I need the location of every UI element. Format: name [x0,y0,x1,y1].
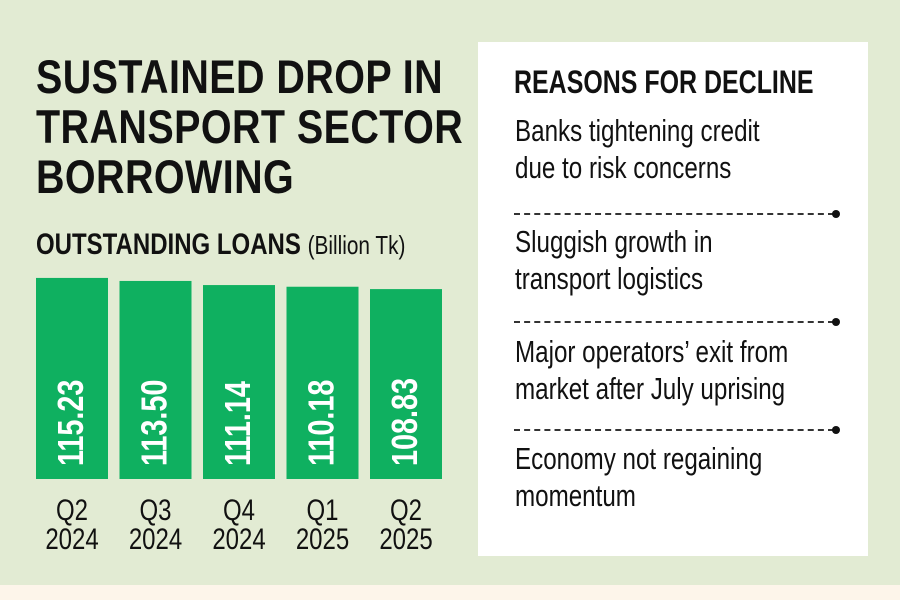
x-tick-label: Q4 [223,492,255,526]
bar [203,285,275,479]
bar-value-label: 108.83 [384,378,425,466]
divider-dot [832,426,840,434]
reason-line: Banks tightening credit [515,113,760,148]
reason-item: Economy not regaining momentum [515,440,762,514]
infographic-title: SUSTAINED DROP IN TRANSPORT SECTOR BORRO… [36,52,545,202]
reason-item: Major operators’ exit from market after J… [515,333,788,407]
dashed-divider [514,426,840,434]
x-tick-label: Q3 [139,492,171,526]
divider-dot [832,318,840,326]
reason-item: Sluggish growth in transport logistics [515,223,713,297]
reason-line: market after July uprising [515,371,786,406]
x-tick-label: Q1 [306,492,338,526]
reasons-panel: REASONS FOR DECLINE Banks tightening cre… [478,42,868,556]
dashed-divider [514,210,840,218]
x-tick-label: 2024 [129,521,182,555]
reason-line: momentum [515,478,636,513]
bar [119,280,192,479]
reason-line: due to risk concerns [515,150,732,185]
reason-line: Major operators’ exit from [515,334,789,369]
reasons-heading: REASONS FOR DECLINE [514,64,814,100]
title-line: SUSTAINED DROP IN [36,50,444,103]
reason-line: transport logistics [515,261,704,296]
bar-chart: 115.23Q22024113.50Q32024111.14Q42024110.… [36,277,442,556]
bar [36,277,108,479]
reason-item: Banks tightening credit due to risk conce… [515,112,760,186]
x-tick-label: 2024 [212,521,265,555]
bar-value-label: 113.50 [133,380,174,466]
bar [370,289,442,479]
title-line: BORROWING [36,150,295,203]
bar [286,286,359,479]
reason-line: Sluggish growth in [515,224,713,259]
subtitle-label: OUTSTANDING LOANS [36,228,301,261]
bottom-strip [0,585,900,600]
x-tick-label: Q2 [56,492,88,526]
bar-value-label: 110.18 [300,380,341,466]
subtitle-unit: (Billion Tk) [307,230,406,260]
dashed-divider [514,318,840,326]
title-line: TRANSPORT SECTOR [36,100,464,153]
x-tick-label: 2025 [379,521,432,555]
x-tick-label: Q2 [390,492,422,526]
bar-value-label: 115.23 [50,380,91,466]
x-tick-label: 2024 [45,521,98,555]
bar-value-label: 111.14 [217,381,258,466]
x-tick-label: 2025 [296,521,349,555]
chart-subtitle: OUTSTANDING LOANS (Billion Tk) [36,228,405,262]
divider-dot [832,210,840,218]
reason-line: Economy not regaining [515,441,763,476]
